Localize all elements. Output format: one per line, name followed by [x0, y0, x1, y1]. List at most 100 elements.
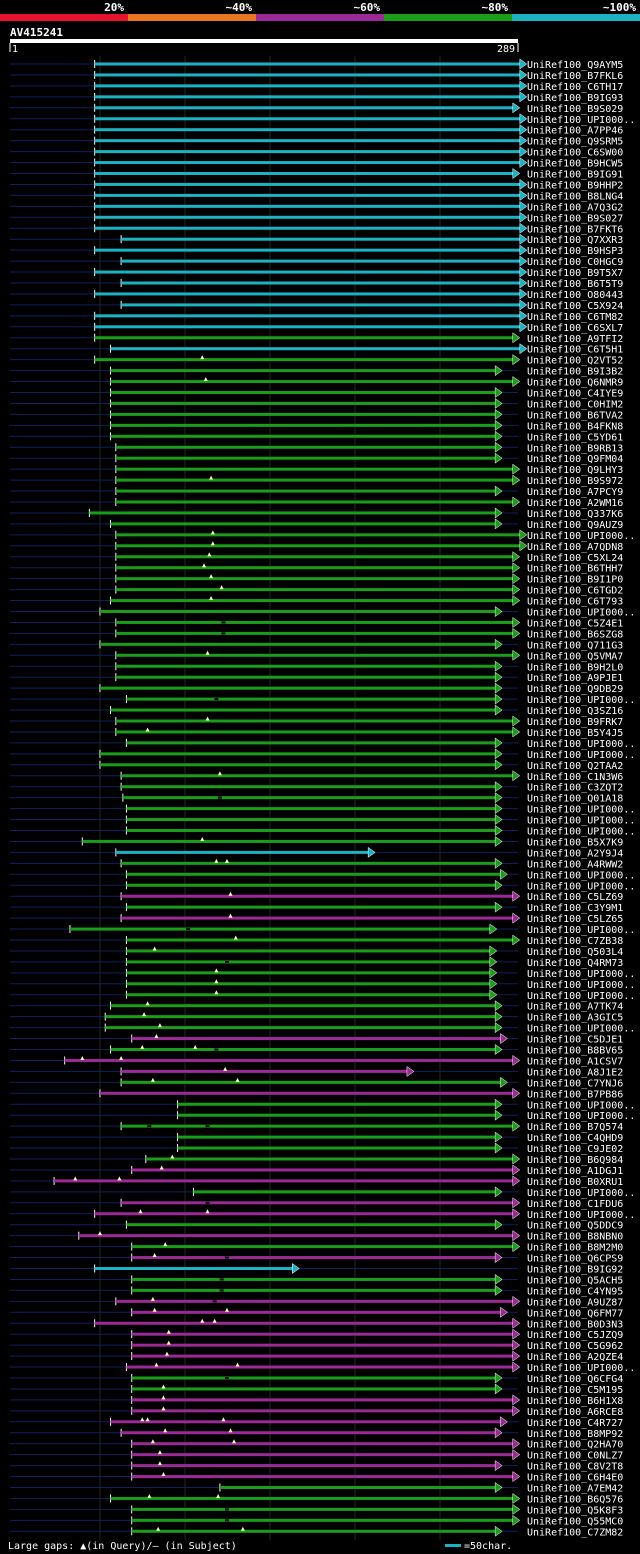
- hit-row[interactable]: UniRef100_B6TVA2: [10, 408, 623, 421]
- hit-label[interactable]: UniRef100_UPI000..: [527, 969, 635, 980]
- hit-label[interactable]: UniRef100_B9H2L0: [527, 662, 623, 673]
- hit-label[interactable]: UniRef100_B4FKN8: [527, 421, 623, 432]
- hit-label[interactable]: UniRef100_B6SZG8: [527, 629, 623, 640]
- hit-label[interactable]: UniRef100_B7FKL6: [527, 71, 623, 82]
- hit-label[interactable]: UniRef100_UPI000..: [527, 531, 635, 542]
- hit-label[interactable]: UniRef100_Q01A18: [527, 794, 623, 805]
- hit-label[interactable]: UniRef100_C0NLZ7: [527, 1451, 623, 1462]
- hit-label[interactable]: UniRef100_A8J1E2: [527, 1067, 623, 1078]
- hit-label[interactable]: UniRef100_B7PB86: [527, 1089, 623, 1100]
- hit-row[interactable]: UniRef100_A9TFI2: [10, 332, 623, 345]
- hit-label[interactable]: UniRef100_UPI000..: [527, 980, 635, 991]
- hit-label[interactable]: UniRef100_C5YD61: [527, 432, 623, 443]
- hit-row[interactable]: UniRef100_UPI000..: [10, 693, 635, 706]
- hit-row[interactable]: UniRef100_Q5K8F3: [10, 1503, 623, 1516]
- hit-row[interactable]: UniRef100_B9HSP3: [10, 244, 623, 257]
- hit-row[interactable]: UniRef100_UPI000..: [10, 1022, 635, 1035]
- hit-row[interactable]: UniRef100_B9IG91: [10, 168, 623, 181]
- hit-row[interactable]: UniRef100_A7PP46: [10, 124, 623, 137]
- hit-label[interactable]: UniRef100_Q7XXR3: [527, 235, 623, 246]
- hit-label[interactable]: UniRef100_C5LZ69: [527, 892, 623, 903]
- hit-label[interactable]: UniRef100_B7Q574: [527, 1122, 623, 1133]
- hit-label[interactable]: UniRef100_O80443: [527, 290, 623, 301]
- hit-row[interactable]: UniRef100_A2Y9J4: [10, 846, 623, 859]
- hit-row[interactable]: UniRef100_C5Z4E1: [10, 616, 623, 629]
- hit-label[interactable]: UniRef100_A9UZ87: [527, 1297, 623, 1308]
- hit-label[interactable]: UniRef100_Q3SZ16: [527, 706, 623, 717]
- hit-row[interactable]: UniRef100_A2WM16: [10, 496, 623, 509]
- hit-row[interactable]: UniRef100_Q2VT52: [10, 354, 623, 367]
- hit-label[interactable]: UniRef100_C4IYE9: [527, 389, 623, 400]
- hit-row[interactable]: UniRef100_UPI000..: [10, 737, 635, 750]
- hit-label[interactable]: UniRef100_UPI000..: [527, 608, 635, 619]
- hit-row[interactable]: UniRef100_C5YD61: [10, 430, 623, 443]
- hit-row[interactable]: UniRef100_A2QZE4: [10, 1350, 623, 1363]
- hit-row[interactable]: UniRef100_B9FRK7: [10, 715, 623, 728]
- hit-label[interactable]: UniRef100_B8MP92: [527, 1429, 623, 1440]
- hit-label[interactable]: UniRef100_C7YNJ6: [527, 1078, 623, 1089]
- hit-row[interactable]: UniRef100_C6H4E0: [10, 1471, 623, 1484]
- hit-label[interactable]: UniRef100_Q9LHY3: [527, 465, 623, 476]
- hit-label[interactable]: UniRef100_UPI000..: [527, 925, 635, 936]
- hit-row[interactable]: UniRef100_UPI000..: [10, 879, 635, 892]
- hit-row[interactable]: UniRef100_A7TK74: [10, 1000, 623, 1013]
- hit-row[interactable]: UniRef100_C5M195: [10, 1383, 623, 1396]
- hit-label[interactable]: UniRef100_A7PCY9: [527, 487, 623, 498]
- hit-label[interactable]: UniRef100_C1N3W6: [527, 772, 623, 783]
- hit-row[interactable]: UniRef100_A4RWW2: [10, 857, 623, 870]
- hit-label[interactable]: UniRef100_A7EM42: [527, 1484, 623, 1495]
- hit-row[interactable]: UniRef100_Q9FM04: [10, 452, 623, 465]
- hit-label[interactable]: UniRef100_B9HHP2: [527, 180, 623, 191]
- hit-row[interactable]: UniRef100_B8NBN0: [10, 1230, 623, 1243]
- hit-label[interactable]: UniRef100_Q6NMR9: [527, 378, 623, 389]
- hit-label[interactable]: UniRef100_A6RCE8: [527, 1407, 623, 1418]
- hit-row[interactable]: UniRef100_C7ZM82: [10, 1525, 623, 1538]
- hit-row[interactable]: UniRef100_Q9SRM5: [10, 135, 623, 148]
- hit-label[interactable]: UniRef100_B9T5X7: [527, 268, 623, 279]
- hit-label[interactable]: UniRef100_B6THH7: [527, 564, 623, 575]
- hit-label[interactable]: UniRef100_Q4RM73: [527, 958, 623, 969]
- hit-label[interactable]: UniRef100_UPI000..: [527, 1363, 635, 1374]
- hit-label[interactable]: UniRef100_Q2TAA2: [527, 761, 623, 772]
- hit-row[interactable]: UniRef100_B9H2L0: [10, 660, 623, 673]
- hit-row[interactable]: UniRef100_UPI000..: [10, 989, 635, 1002]
- hit-label[interactable]: UniRef100_B6H1X8: [527, 1396, 623, 1407]
- hit-label[interactable]: UniRef100_C5M195: [527, 1385, 623, 1396]
- hit-label[interactable]: UniRef100_C7ZM82: [527, 1527, 623, 1538]
- hit-label[interactable]: UniRef100_UPI000..: [527, 991, 635, 1002]
- hit-row[interactable]: UniRef100_A7QDN8: [10, 540, 623, 553]
- hit-row[interactable]: UniRef100_A3GIC5: [10, 1011, 623, 1024]
- hit-row[interactable]: UniRef100_C8V2T8: [10, 1460, 623, 1473]
- hit-row[interactable]: UniRef100_C5XL24: [10, 551, 623, 564]
- hit-row[interactable]: UniRef100_Q6FM77: [10, 1306, 623, 1319]
- hit-label[interactable]: UniRef100_C6TH17: [527, 82, 623, 93]
- hit-row[interactable]: UniRef100_B0D3N3: [10, 1317, 623, 1330]
- hit-row[interactable]: UniRef100_B4FKN8: [10, 419, 623, 432]
- hit-label[interactable]: UniRef100_C5XL24: [527, 553, 623, 564]
- hit-row[interactable]: UniRef100_Q2TAA2: [10, 759, 623, 772]
- hit-row[interactable]: UniRef100_C5JZQ9: [10, 1328, 623, 1341]
- hit-label[interactable]: UniRef100_B0D3N3: [527, 1319, 623, 1330]
- hit-label[interactable]: UniRef100_B7FKT6: [527, 224, 623, 235]
- hit-row[interactable]: UniRef100_B7FKL6: [10, 69, 623, 82]
- hit-row[interactable]: UniRef100_C0HGC9: [10, 255, 623, 268]
- hit-row[interactable]: UniRef100_B7FKT6: [10, 222, 623, 235]
- hit-label[interactable]: UniRef100_Q2VT52: [527, 356, 623, 367]
- hit-row[interactable]: UniRef100_Q503L4: [10, 945, 623, 958]
- hit-label[interactable]: UniRef100_Q9AUZ9: [527, 520, 623, 531]
- hit-row[interactable]: UniRef100_UPI000..: [10, 529, 635, 542]
- hit-label[interactable]: UniRef100_A1CSV7: [527, 1056, 623, 1067]
- hit-row[interactable]: UniRef100_B9HCW5: [10, 157, 623, 170]
- hit-row[interactable]: UniRef100_A6RCE8: [10, 1405, 623, 1418]
- hit-row[interactable]: UniRef100_C7ZB38: [10, 934, 623, 947]
- hit-row[interactable]: UniRef100_C6TGD2: [10, 584, 623, 597]
- hit-row[interactable]: UniRef100_A7PCY9: [10, 485, 623, 498]
- hit-row[interactable]: UniRef100_B9HHP2: [10, 178, 623, 191]
- hit-row[interactable]: UniRef100_C5LZ65: [10, 912, 623, 925]
- hit-label[interactable]: UniRef100_C5LZ65: [527, 914, 623, 925]
- hit-label[interactable]: UniRef100_A9TFI2: [527, 334, 623, 345]
- hit-label[interactable]: UniRef100_C5Z4E1: [527, 618, 623, 629]
- hit-label[interactable]: UniRef100_B9FRK7: [527, 717, 623, 728]
- hit-label[interactable]: UniRef100_UPI000..: [527, 1100, 635, 1111]
- hit-label[interactable]: UniRef100_C8V2T8: [527, 1462, 623, 1473]
